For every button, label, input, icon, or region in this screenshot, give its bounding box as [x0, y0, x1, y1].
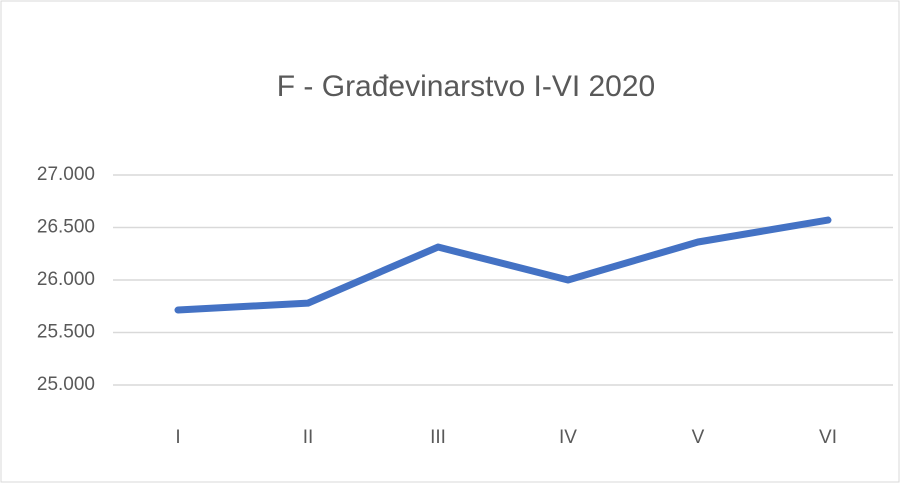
x-tick-label: V: [692, 427, 705, 448]
x-tick-label: IV: [559, 427, 577, 448]
x-tick-label: II: [303, 427, 314, 448]
chart-title: F - Građevinarstvo I-VI 2020: [277, 70, 656, 103]
line-series: [174, 216, 832, 314]
x-tick-label: I: [175, 427, 180, 448]
x-tick-label: VI: [819, 427, 837, 448]
x-tick-label: III: [430, 427, 446, 448]
y-tick-label: 25.500: [37, 322, 95, 343]
y-tick-label: 26.500: [37, 217, 95, 238]
y-tick-label: 27.000: [37, 164, 95, 185]
y-tick-label: 26.000: [37, 269, 95, 290]
y-tick-label: 25.000: [37, 374, 95, 395]
